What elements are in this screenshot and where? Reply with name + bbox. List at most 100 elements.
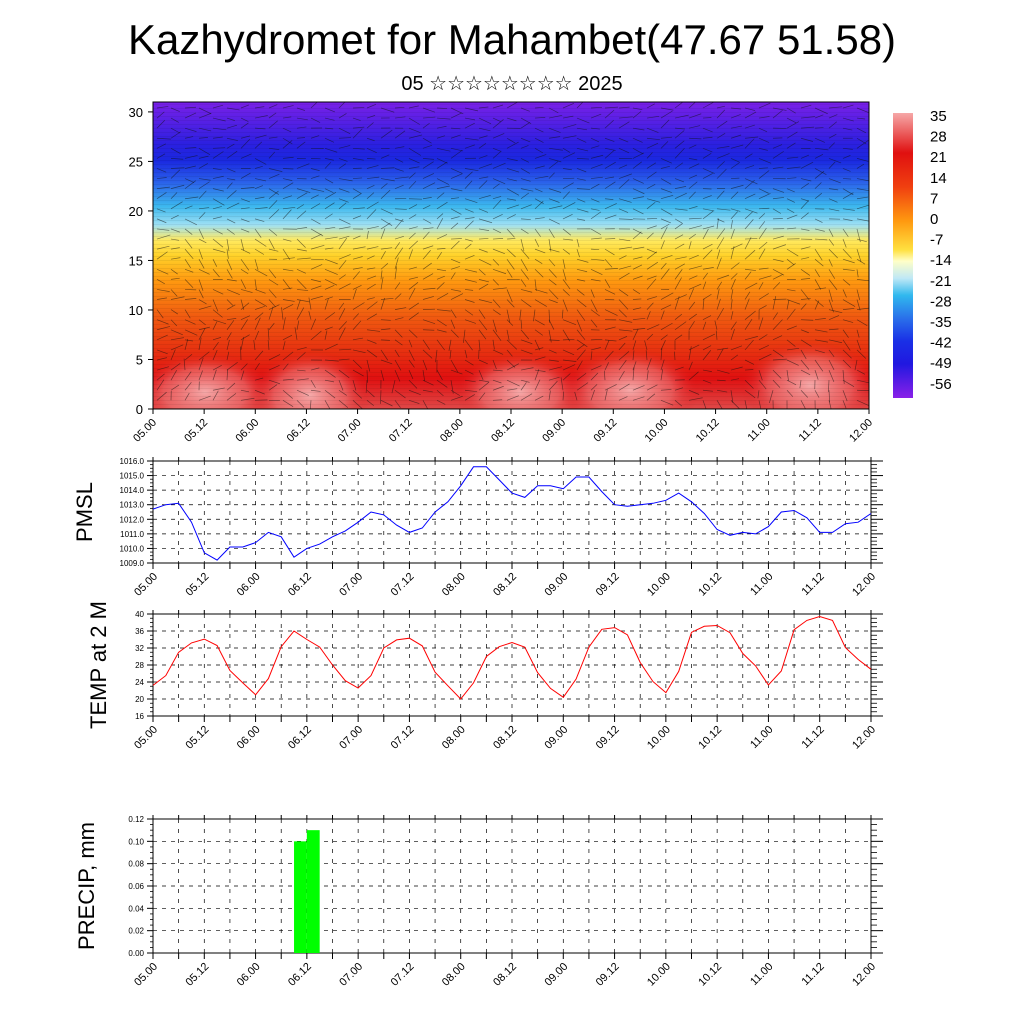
wind-vector [464,220,474,230]
wind-vector [618,164,628,169]
wind-vector [282,168,294,170]
wind-vector [324,389,336,399]
wind-vector [674,186,687,189]
wind-vector [562,238,573,241]
wind-vector [170,257,181,260]
wind-vector [422,250,431,260]
wind-vector [702,400,707,409]
wind-vector [296,137,306,139]
wind-vector [366,192,375,199]
wind-vector [800,390,809,398]
wind-vector [184,392,190,401]
wind-vector [660,178,672,185]
wind-vector [534,127,544,133]
wind-vector [604,279,611,288]
wind-vector [688,181,698,189]
wind-vector [800,137,814,142]
y-tick-label: 0.08 [128,860,144,869]
wind-vector [576,309,586,321]
wind-vector [422,389,433,393]
wind-vector [478,359,488,365]
wind-vector [576,137,587,143]
wind-vector [506,289,513,303]
wind-vector [267,340,270,350]
wind-vector [212,390,219,401]
wind-vector [184,248,194,260]
wind-vector [758,221,766,230]
wind-vector [688,163,700,169]
wind-vector [548,349,557,354]
wind-vector [338,163,347,169]
wind-vector [478,208,489,213]
wind-vector [814,238,828,241]
wind-vector [212,136,223,139]
wind-vector [240,258,250,271]
wind-vector [674,366,684,371]
wind-vector [380,359,393,365]
wind-vector [632,328,646,331]
wind-vector [604,350,614,361]
wind-vector [716,237,725,250]
wind-vector [394,307,407,310]
wind-vector [814,127,824,129]
wind-vector [268,136,278,139]
wind-vector [380,390,382,404]
wind-vector [632,161,642,169]
wind-vector [478,228,490,231]
wind-vector [548,366,563,371]
wind-vector [506,188,520,196]
wind-vector [828,208,840,212]
wind-vector [170,329,183,336]
wind-vector [772,110,783,119]
wind-vector [366,246,379,250]
wind-vector [716,190,725,199]
x-tick-label: 05.12 [183,571,211,599]
wind-vector [758,379,767,390]
wind-vector [436,251,443,260]
heatmap-x-tick-label: 05.00 [131,417,159,445]
wind-vector [310,175,320,179]
wind-vector [366,370,368,383]
wind-vector [520,299,532,308]
wind-vector [170,238,180,241]
wind-vector [324,284,335,290]
wind-vector [422,137,432,144]
wind-vector [268,306,274,320]
wind-vector [198,112,212,119]
wind-vector [590,389,595,401]
wind-vector [184,218,198,226]
wind-vector [366,301,378,310]
wind-vector [576,339,588,348]
wind-vector [296,299,310,303]
wind-vector [562,202,576,210]
wind-vector [674,296,680,310]
wind-vector [198,148,211,156]
wind-vector [352,380,357,391]
wind-vector [240,279,247,289]
wind-vector [170,363,181,371]
wind-vector [800,289,810,301]
wind-vector [688,254,699,260]
wind-vector [506,269,513,278]
x-tick-label: 08.12 [491,724,519,752]
wind-vector [338,145,351,149]
wind-vector [267,327,270,340]
wind-vector [744,193,756,200]
wind-vector [618,336,628,341]
heatmap-x-tick-label: 06.12 [285,417,313,445]
wind-vector [604,384,617,391]
wind-vector [436,161,448,169]
wind-vector [394,282,401,290]
wind-vector [828,238,835,246]
wind-vector [282,127,292,133]
wind-vector [632,196,644,200]
wind-vector [730,243,743,250]
wind-vector [338,127,351,135]
wind-vector [226,351,230,361]
wind-vector [618,319,633,323]
x-tick-label: 12.00 [850,961,878,989]
wind-vector [660,110,673,119]
heatmap-y-tick-label: 5 [136,352,143,367]
wind-vector [394,349,400,358]
wind-vector [660,188,672,193]
